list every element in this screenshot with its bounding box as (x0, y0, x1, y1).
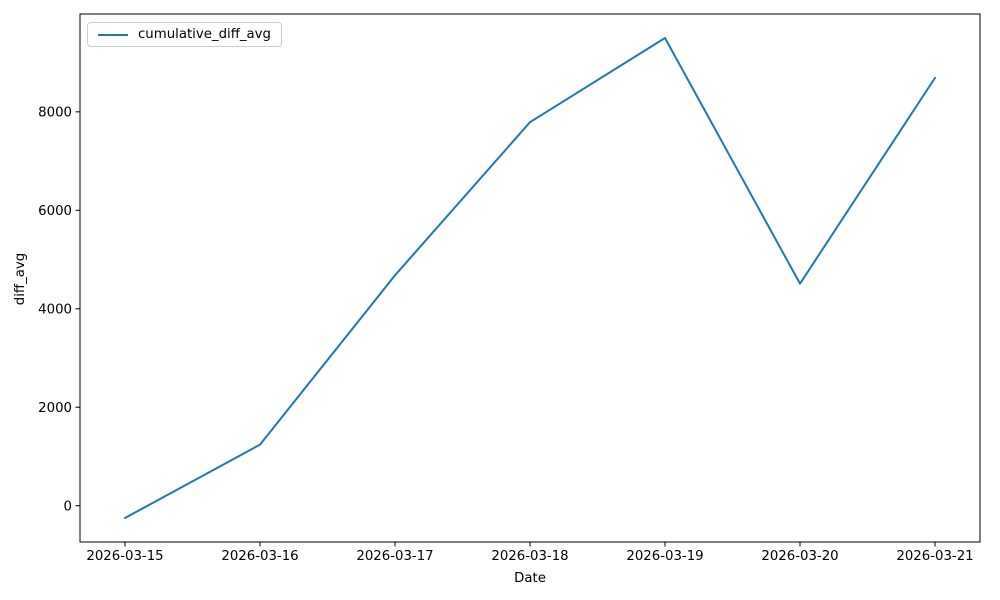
x-tick-label: 2026-03-20 (761, 549, 838, 564)
y-tick-label: 6000 (38, 204, 72, 219)
x-tick-label: 2026-03-19 (626, 549, 703, 564)
x-axis-label: Date (514, 571, 546, 586)
x-tick-label: 2026-03-17 (356, 549, 433, 564)
y-axis-label: diff_avg (13, 253, 28, 305)
x-tick-label: 2026-03-16 (221, 549, 298, 564)
x-tick-label: 2026-03-15 (86, 549, 163, 564)
y-tick-label: 4000 (38, 303, 72, 318)
data-line (124, 37, 936, 519)
plot-area (79, 13, 981, 543)
legend: cumulative_diff_avg (87, 22, 282, 47)
y-tick-label: 2000 (38, 401, 72, 416)
x-tick-label: 2026-03-18 (491, 549, 568, 564)
legend-line-swatch (98, 33, 128, 36)
y-tick-label: 8000 (38, 106, 72, 121)
x-tick-label: 2026-03-21 (896, 549, 973, 564)
y-tick-label: 0 (64, 499, 72, 514)
legend-label: cumulative_diff_avg (138, 26, 271, 42)
